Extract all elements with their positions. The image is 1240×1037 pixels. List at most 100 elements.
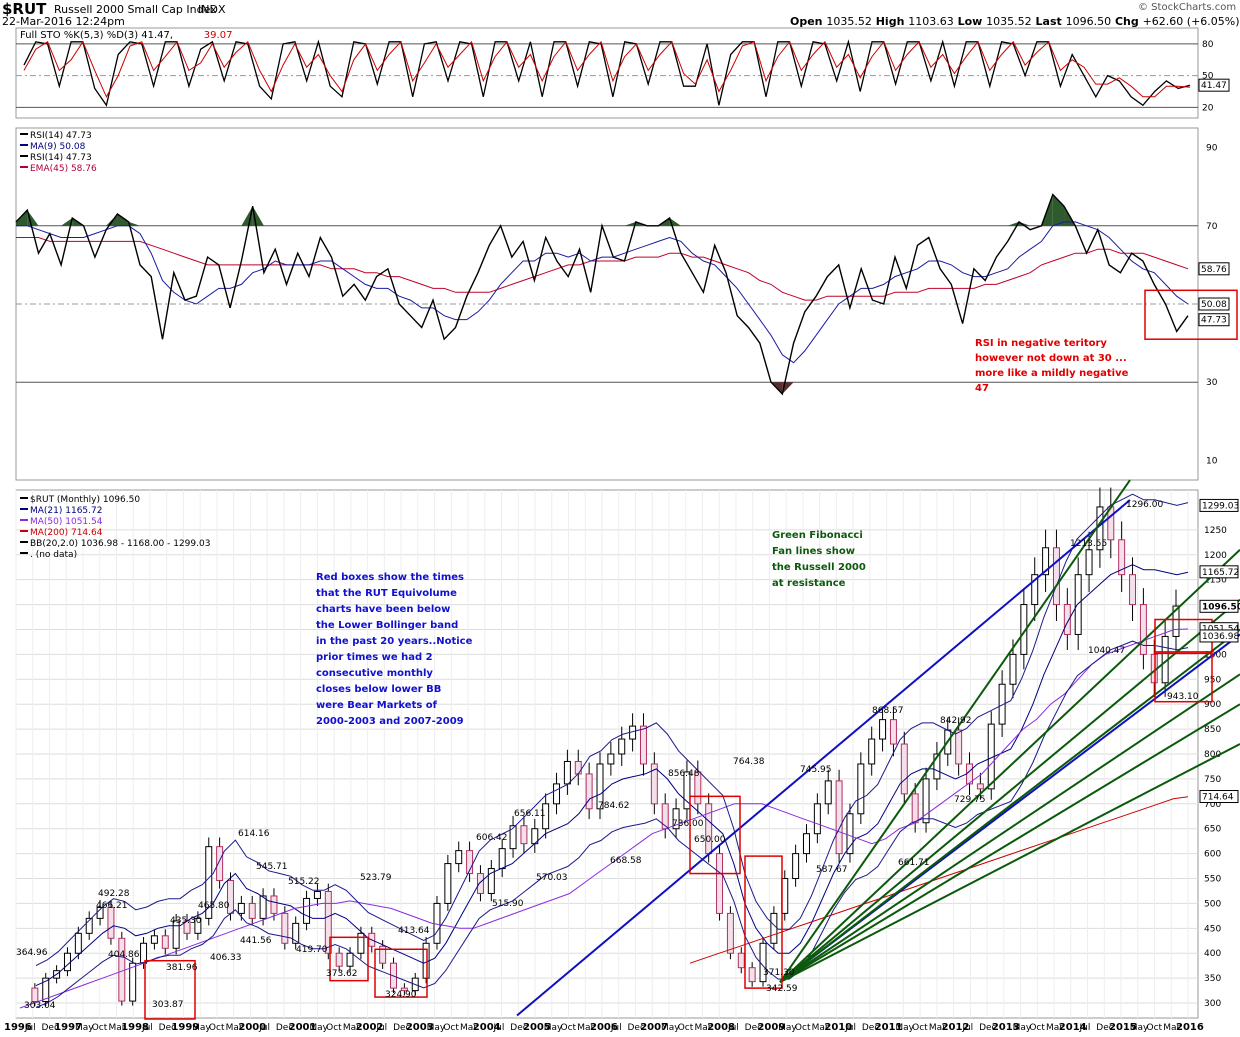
bb-break-box — [744, 855, 783, 989]
price-bar — [955, 729, 963, 765]
x-tick-label: 2000 — [238, 1022, 266, 1033]
price-bar — [172, 920, 180, 949]
x-tick-label: 2010 — [824, 1022, 852, 1033]
y-tick-label: 500 — [1204, 899, 1221, 909]
right-value-label: 50.08 — [1201, 300, 1227, 310]
price-label: 729.75 — [954, 795, 986, 805]
legend-entry: EMA(45) 58.76 — [30, 164, 97, 174]
price-label: 419.70 — [296, 945, 328, 955]
price-bar — [574, 760, 582, 775]
right-value-label: 1036.98 — [1202, 632, 1239, 642]
price-bar — [976, 783, 984, 790]
y-tick-label: 900 — [1204, 700, 1221, 710]
x-tick-label: Dec — [393, 1023, 410, 1033]
price-bar — [379, 945, 387, 964]
price-bar — [1118, 539, 1126, 576]
legend-entry: . (no data) — [30, 550, 77, 560]
fib-fan-line — [779, 703, 1240, 983]
price-label: 404.86 — [108, 950, 140, 960]
price-bar — [639, 725, 647, 765]
price-label: 764.38 — [733, 757, 765, 767]
x-tick-label: Mar — [460, 1023, 477, 1033]
x-tick-label: 1996 — [4, 1022, 32, 1033]
price-label: 371.30 — [763, 968, 795, 978]
quote-bar: Open 1035.52 High 1103.63 Low 1035.52 La… — [790, 15, 1240, 28]
fib-fan-line — [779, 479, 1131, 983]
y-tick-label: 700 — [1204, 800, 1221, 810]
price-bar — [281, 912, 289, 944]
price-bar — [107, 906, 115, 939]
price-label: 656.11 — [514, 809, 546, 819]
price-label: 492.28 — [98, 889, 130, 899]
price-label: 570.03 — [536, 873, 568, 883]
y-tick-label: 350 — [1204, 974, 1221, 984]
bb-break-box — [1154, 652, 1213, 703]
x-tick-label: 2002 — [356, 1022, 384, 1033]
red-boxes-note-line: closes below lower BB — [316, 684, 441, 695]
price-bar — [346, 952, 354, 967]
x-tick-label: Jul — [844, 1023, 856, 1033]
price-label: 745.95 — [800, 765, 832, 775]
legend-entry: BB(20,2.0) 1036.98 - 1168.00 - 1299.03 — [30, 539, 210, 549]
y-tick-label: 550 — [1204, 875, 1221, 885]
last-label: Last — [1035, 15, 1062, 28]
x-tick-label: 1997 — [54, 1022, 82, 1033]
x-tick-label: May — [192, 1023, 211, 1033]
overbought-fill — [1007, 221, 1019, 226]
x-tick-label: Oct — [209, 1023, 225, 1033]
price-bar — [563, 760, 571, 785]
price-bar — [857, 763, 865, 815]
right-value-label: 47.73 — [1201, 316, 1227, 326]
price-bar — [1009, 653, 1017, 685]
x-tick-label: Dec — [979, 1023, 996, 1033]
price-label: 465.80 — [198, 901, 230, 911]
legend-entry: $RUT (Monthly) 1096.50 — [30, 495, 140, 505]
x-tick-label: Jul — [141, 1023, 153, 1033]
price-label: 342.59 — [766, 984, 798, 994]
y-tick-label: 1000 — [1204, 650, 1227, 660]
price-bar — [1085, 549, 1093, 576]
legend-entry: MA(200) 714.64 — [30, 528, 103, 538]
red-boxes-note-line: in the past 20 years..Notice — [316, 636, 473, 647]
series-line-MA50 — [19, 628, 1189, 1009]
right-value-label: 1165.72 — [1202, 568, 1239, 578]
x-tick-label: Mar — [577, 1023, 594, 1033]
x-tick-label: May — [75, 1023, 94, 1033]
legend-entry: RSI(14) 47.73 — [30, 131, 92, 141]
price-bar — [694, 771, 702, 805]
bb-break-box — [144, 959, 196, 1020]
x-tick-label: Mar — [1046, 1023, 1063, 1033]
x-tick-label: Oct — [912, 1023, 928, 1033]
price-bar — [1052, 547, 1060, 606]
price-bar — [335, 952, 343, 967]
price-label: 668.58 — [610, 856, 642, 866]
right-value-box — [1199, 790, 1239, 804]
legend-swatch — [20, 508, 28, 510]
price-label: 435.30 — [170, 916, 202, 926]
legend-swatch — [20, 166, 28, 168]
legend-entry: 39.07 — [204, 30, 233, 41]
price-bar — [259, 895, 267, 919]
open-value: 1035.52 — [826, 15, 872, 28]
price-bar — [444, 863, 452, 904]
price-bar — [683, 771, 691, 810]
price-bar — [607, 753, 615, 765]
x-tick-label: Oct — [443, 1023, 459, 1033]
right-value-box — [1198, 297, 1230, 311]
series-line-RSI14 — [15, 193, 1189, 396]
price-label: 381.96 — [166, 963, 198, 973]
price-bar — [237, 902, 245, 914]
price-bar — [716, 853, 724, 914]
price-bar — [672, 808, 680, 830]
right-value-label: 1096.50 — [1202, 602, 1240, 612]
right-value-box — [1199, 498, 1239, 512]
high-label: High — [875, 15, 905, 28]
right-value-box — [1199, 599, 1239, 613]
x-tick-label: Oct — [326, 1023, 342, 1033]
price-bar — [824, 780, 832, 805]
y-tick-label: 80 — [1202, 40, 1214, 50]
price-label: 324.90 — [385, 990, 417, 1000]
legend-swatch — [20, 541, 28, 543]
open-label: Open — [790, 15, 823, 28]
price-bar — [998, 683, 1006, 725]
